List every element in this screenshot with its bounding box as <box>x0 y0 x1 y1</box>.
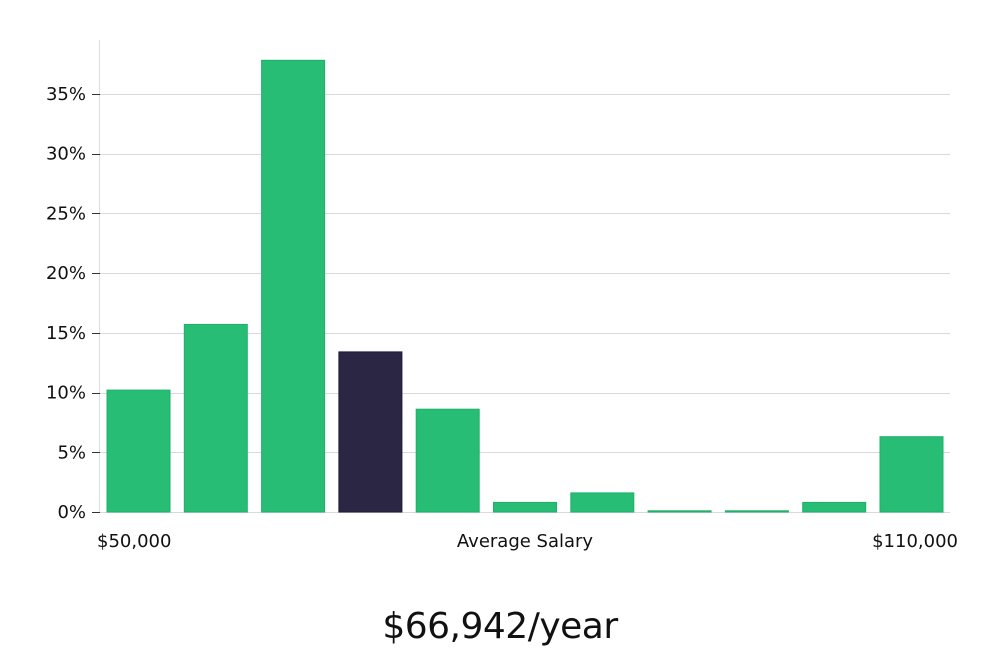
y-tick-label: 15% <box>46 323 86 344</box>
bar <box>261 59 326 513</box>
y-tick-label: 20% <box>46 263 86 284</box>
y-tick-label: 10% <box>46 383 86 404</box>
y-tick-label: 30% <box>46 144 86 165</box>
bar <box>570 492 635 513</box>
x-max-label: $110,000 <box>872 531 958 552</box>
y-tick-label: 35% <box>46 84 86 105</box>
y-tick-label: 25% <box>46 203 86 224</box>
bar <box>183 323 248 513</box>
bar <box>647 510 712 513</box>
bar <box>106 389 171 513</box>
bar <box>493 501 557 513</box>
x-axis-title: Average Salary <box>457 531 594 552</box>
bar <box>802 501 867 513</box>
average-salary-headline: $66,942/year <box>382 606 618 647</box>
bar <box>415 408 480 513</box>
salary-histogram: 0% 5% 10% 15% 20% 25% 30% 35% $50,000 Average S… <box>46 40 958 552</box>
bar <box>879 436 944 513</box>
bars <box>106 59 944 513</box>
y-tick-label: 5% <box>57 442 86 463</box>
bar <box>724 510 789 513</box>
y-tick-label: 0% <box>57 502 86 523</box>
x-min-label: $50,000 <box>97 531 171 552</box>
y-tick-labels: 0% 5% 10% 15% 20% 25% 30% 35% <box>46 84 100 523</box>
bar-highlighted <box>338 351 403 513</box>
